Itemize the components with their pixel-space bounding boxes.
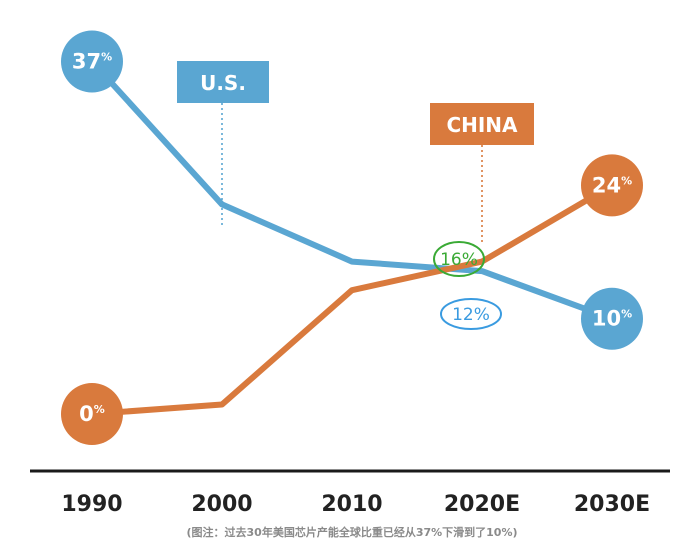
- x-tick-label: 2030E: [574, 492, 650, 517]
- series-line-us: [89, 58, 615, 322]
- data-label: 37%: [72, 50, 112, 74]
- china-label: CHINA: [430, 103, 534, 242]
- annotation-us-2020: 12%: [440, 298, 502, 330]
- x-tick-label: 2020E: [444, 492, 520, 517]
- x-tick-labels: 1990 2000 2010 2020E 2030E: [61, 492, 650, 517]
- chart-caption: (图注：过去30年美国芯片产能全球比重已经从37%下滑到了10%): [186, 525, 517, 539]
- data-label: 0%: [79, 402, 105, 426]
- data-label: 24%: [592, 173, 632, 197]
- series-layer: [89, 58, 615, 417]
- annotation-text: 16%: [440, 250, 478, 270]
- endpoint-bubble: 24%: [581, 154, 643, 217]
- data-label: 10%: [592, 307, 632, 331]
- china-label-box: [430, 103, 534, 145]
- us-label-text: U.S.: [200, 71, 246, 95]
- series-line-china: [89, 182, 615, 417]
- endpoint-circle: [581, 154, 643, 217]
- x-tick-label: 1990: [61, 492, 122, 517]
- endpoint-circle: [61, 383, 123, 445]
- us-label: U.S.: [177, 61, 269, 228]
- annotation-china-2020: 16%: [433, 241, 485, 277]
- annotation-ellipse: [440, 298, 502, 330]
- annotation-ellipse: [433, 241, 485, 277]
- endpoint-bubble: 0%: [61, 383, 123, 445]
- us-label-box: [177, 61, 269, 103]
- china-label-text: CHINA: [446, 113, 518, 137]
- annotation-text: 12%: [452, 305, 490, 325]
- endpoint-layer: 37% 10% 0% 24%: [61, 30, 643, 445]
- endpoint-circle: [61, 30, 123, 93]
- x-tick-label: 2000: [191, 492, 252, 517]
- endpoint-bubble: 37%: [61, 30, 123, 93]
- endpoint-circle: [581, 287, 643, 350]
- x-tick-label: 2010: [321, 492, 382, 517]
- endpoint-bubble: 10%: [581, 287, 643, 350]
